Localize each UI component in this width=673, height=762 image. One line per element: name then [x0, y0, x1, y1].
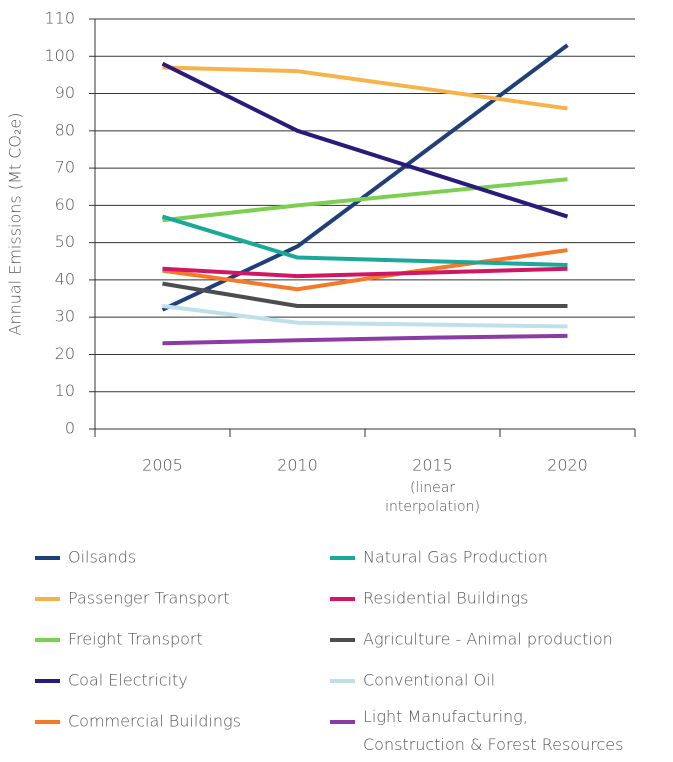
legend-label: Coal Electricity: [68, 671, 188, 690]
legend-label: Agriculture - Animal production: [363, 630, 613, 649]
y-tick-label: 70: [55, 158, 75, 177]
series-line: [161, 61, 569, 219]
series-line: [162, 333, 568, 346]
series-line: [162, 177, 568, 223]
y-tick-label: 50: [55, 232, 75, 251]
y-tick-label: 110: [44, 9, 75, 28]
series-line: [162, 304, 568, 329]
x-tick-label: 2010: [277, 456, 318, 475]
x-tick-label: 2015: [412, 456, 453, 475]
legend-label: Oilsands: [68, 548, 136, 567]
legend-label: Residential Buildings: [363, 589, 528, 608]
x-tick-note: (linear interpolation): [385, 480, 480, 515]
series-line: [162, 281, 568, 308]
y-tick-label: 100: [44, 46, 75, 65]
x-tick-label: 2020: [547, 456, 588, 475]
legend-label: Freight Transport: [68, 630, 203, 649]
legend-label: Natural Gas Production: [363, 548, 548, 567]
y-tick-label: 40: [55, 269, 75, 288]
x-tick-label: 2005: [142, 456, 183, 475]
series-line: [162, 65, 568, 111]
series-line: [162, 266, 568, 279]
y-tick-label: 10: [55, 381, 75, 400]
y-tick-label: 20: [55, 344, 75, 363]
y-tick-label: 90: [55, 83, 75, 102]
series-line: [162, 248, 568, 292]
legend-label: Conventional Oil: [363, 671, 495, 690]
legend-label: Passenger Transport: [68, 589, 230, 608]
y-tick-label: 30: [55, 307, 75, 326]
y-tick-label: 0: [65, 419, 75, 438]
series-line: [161, 214, 568, 267]
legend-label: Commercial Buildings: [68, 712, 241, 731]
y-axis-label: Annual Emissions (Mt CO₂e): [6, 113, 25, 336]
legend-label: Light Manufacturing, Construction & Fores…: [363, 707, 623, 754]
y-tick-label: 80: [55, 120, 75, 139]
y-tick-label: 60: [55, 195, 75, 214]
